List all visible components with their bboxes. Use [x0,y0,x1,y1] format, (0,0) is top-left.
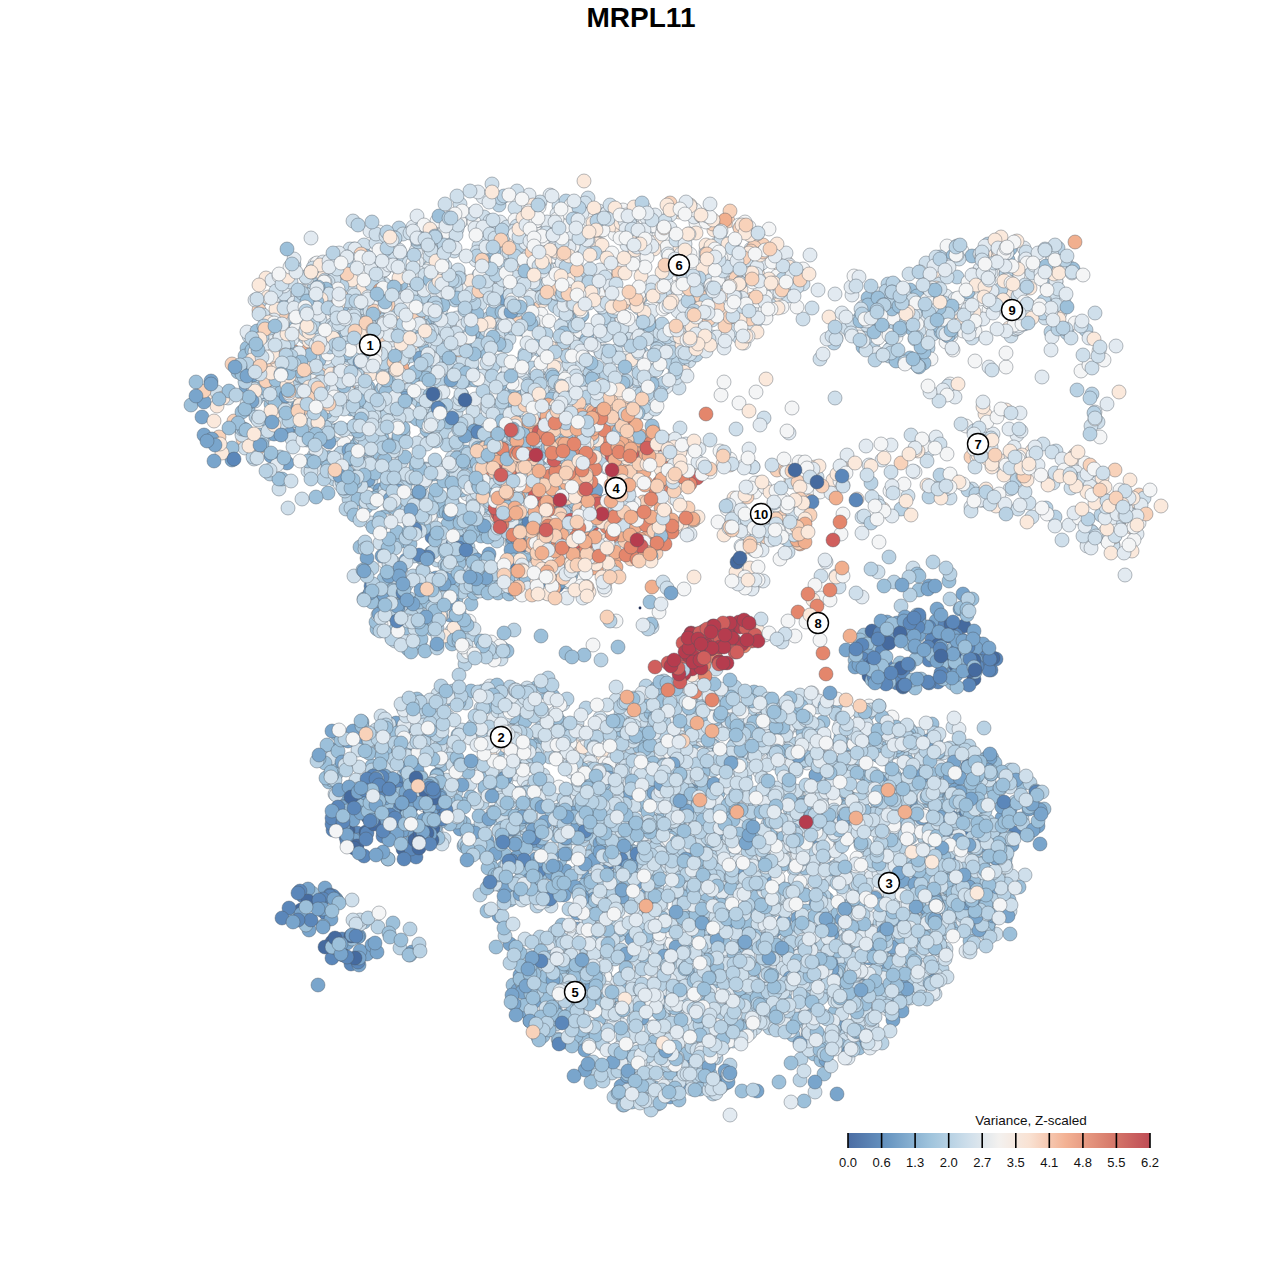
svg-text:1.3: 1.3 [906,1155,924,1170]
svg-text:0.6: 0.6 [873,1155,891,1170]
svg-text:5.5: 5.5 [1107,1155,1125,1170]
svg-text:0.0: 0.0 [839,1155,857,1170]
svg-text:3: 3 [885,876,892,891]
svg-text:2.7: 2.7 [973,1155,991,1170]
svg-text:8: 8 [814,616,821,631]
svg-text:2: 2 [497,730,504,745]
svg-text:4: 4 [612,481,620,496]
svg-text:7: 7 [974,437,981,452]
svg-text:1: 1 [366,338,373,353]
svg-text:Variance, Z-scaled: Variance, Z-scaled [975,1113,1087,1128]
svg-text:6: 6 [675,258,682,273]
svg-text:10: 10 [754,507,768,522]
svg-text:3.5: 3.5 [1007,1155,1025,1170]
svg-text:4.1: 4.1 [1040,1155,1058,1170]
svg-text:5: 5 [571,985,578,1000]
svg-text:MRPL11: MRPL11 [587,2,696,33]
svg-text:4.8: 4.8 [1074,1155,1092,1170]
svg-text:6.2: 6.2 [1141,1155,1159,1170]
svg-text:9: 9 [1008,303,1015,318]
svg-text:2.0: 2.0 [940,1155,958,1170]
